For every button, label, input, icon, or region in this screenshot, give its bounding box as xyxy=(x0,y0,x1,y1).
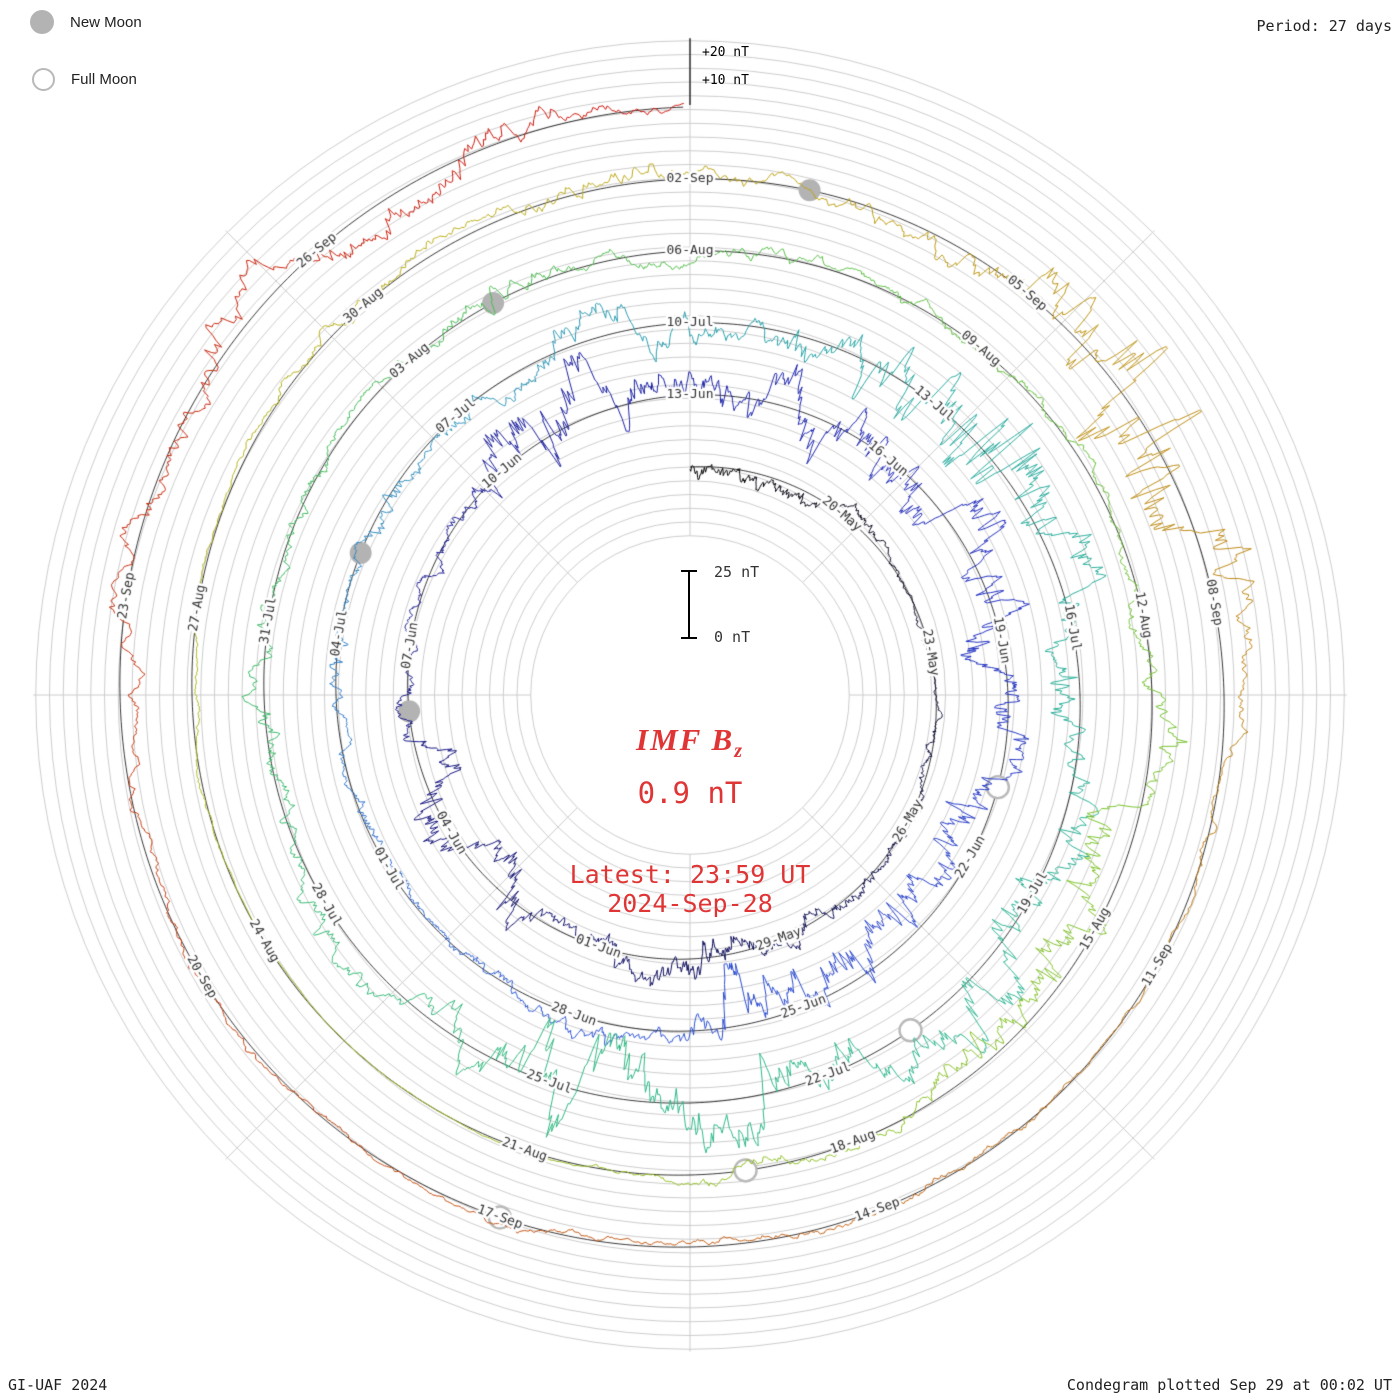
credit-label: GI-UAF 2024 xyxy=(8,1376,108,1394)
scale-bar-bottom-label: 0 nT xyxy=(714,628,751,646)
scale-bar-bottom-cap xyxy=(681,637,697,639)
legend-full-moon: Full Moon xyxy=(32,68,137,91)
scale-bar-top-cap xyxy=(681,570,697,572)
outer-scale-plus10-label: +10 nT xyxy=(702,73,749,88)
current-value-label: 0.9 nT xyxy=(637,776,743,810)
period-label: Period: 27 days xyxy=(1256,17,1392,35)
latest-time-label: Latest: 23:59 UT xyxy=(569,860,811,889)
latest-date-label: 2024-Sep-28 xyxy=(607,889,773,918)
outer-scale-plus20-label: +20 nT xyxy=(702,45,749,60)
chart-title-text: IMF B xyxy=(636,722,735,757)
scale-bar-top-label: 25 nT xyxy=(714,563,760,581)
full-moon-icon xyxy=(32,68,55,91)
amplitude-scale-bar xyxy=(681,570,697,639)
legend-new-moon: New Moon xyxy=(30,10,142,34)
chart-title-subscript: z xyxy=(734,740,744,763)
chart-title: IMF Bz xyxy=(430,722,950,763)
legend-full-moon-label: Full Moon xyxy=(71,71,137,88)
legend-new-moon-label: New Moon xyxy=(70,13,142,31)
new-moon-icon xyxy=(30,10,54,34)
plotted-timestamp-label: Condegram plotted Sep 29 at 00:02 UT xyxy=(1066,1376,1392,1394)
